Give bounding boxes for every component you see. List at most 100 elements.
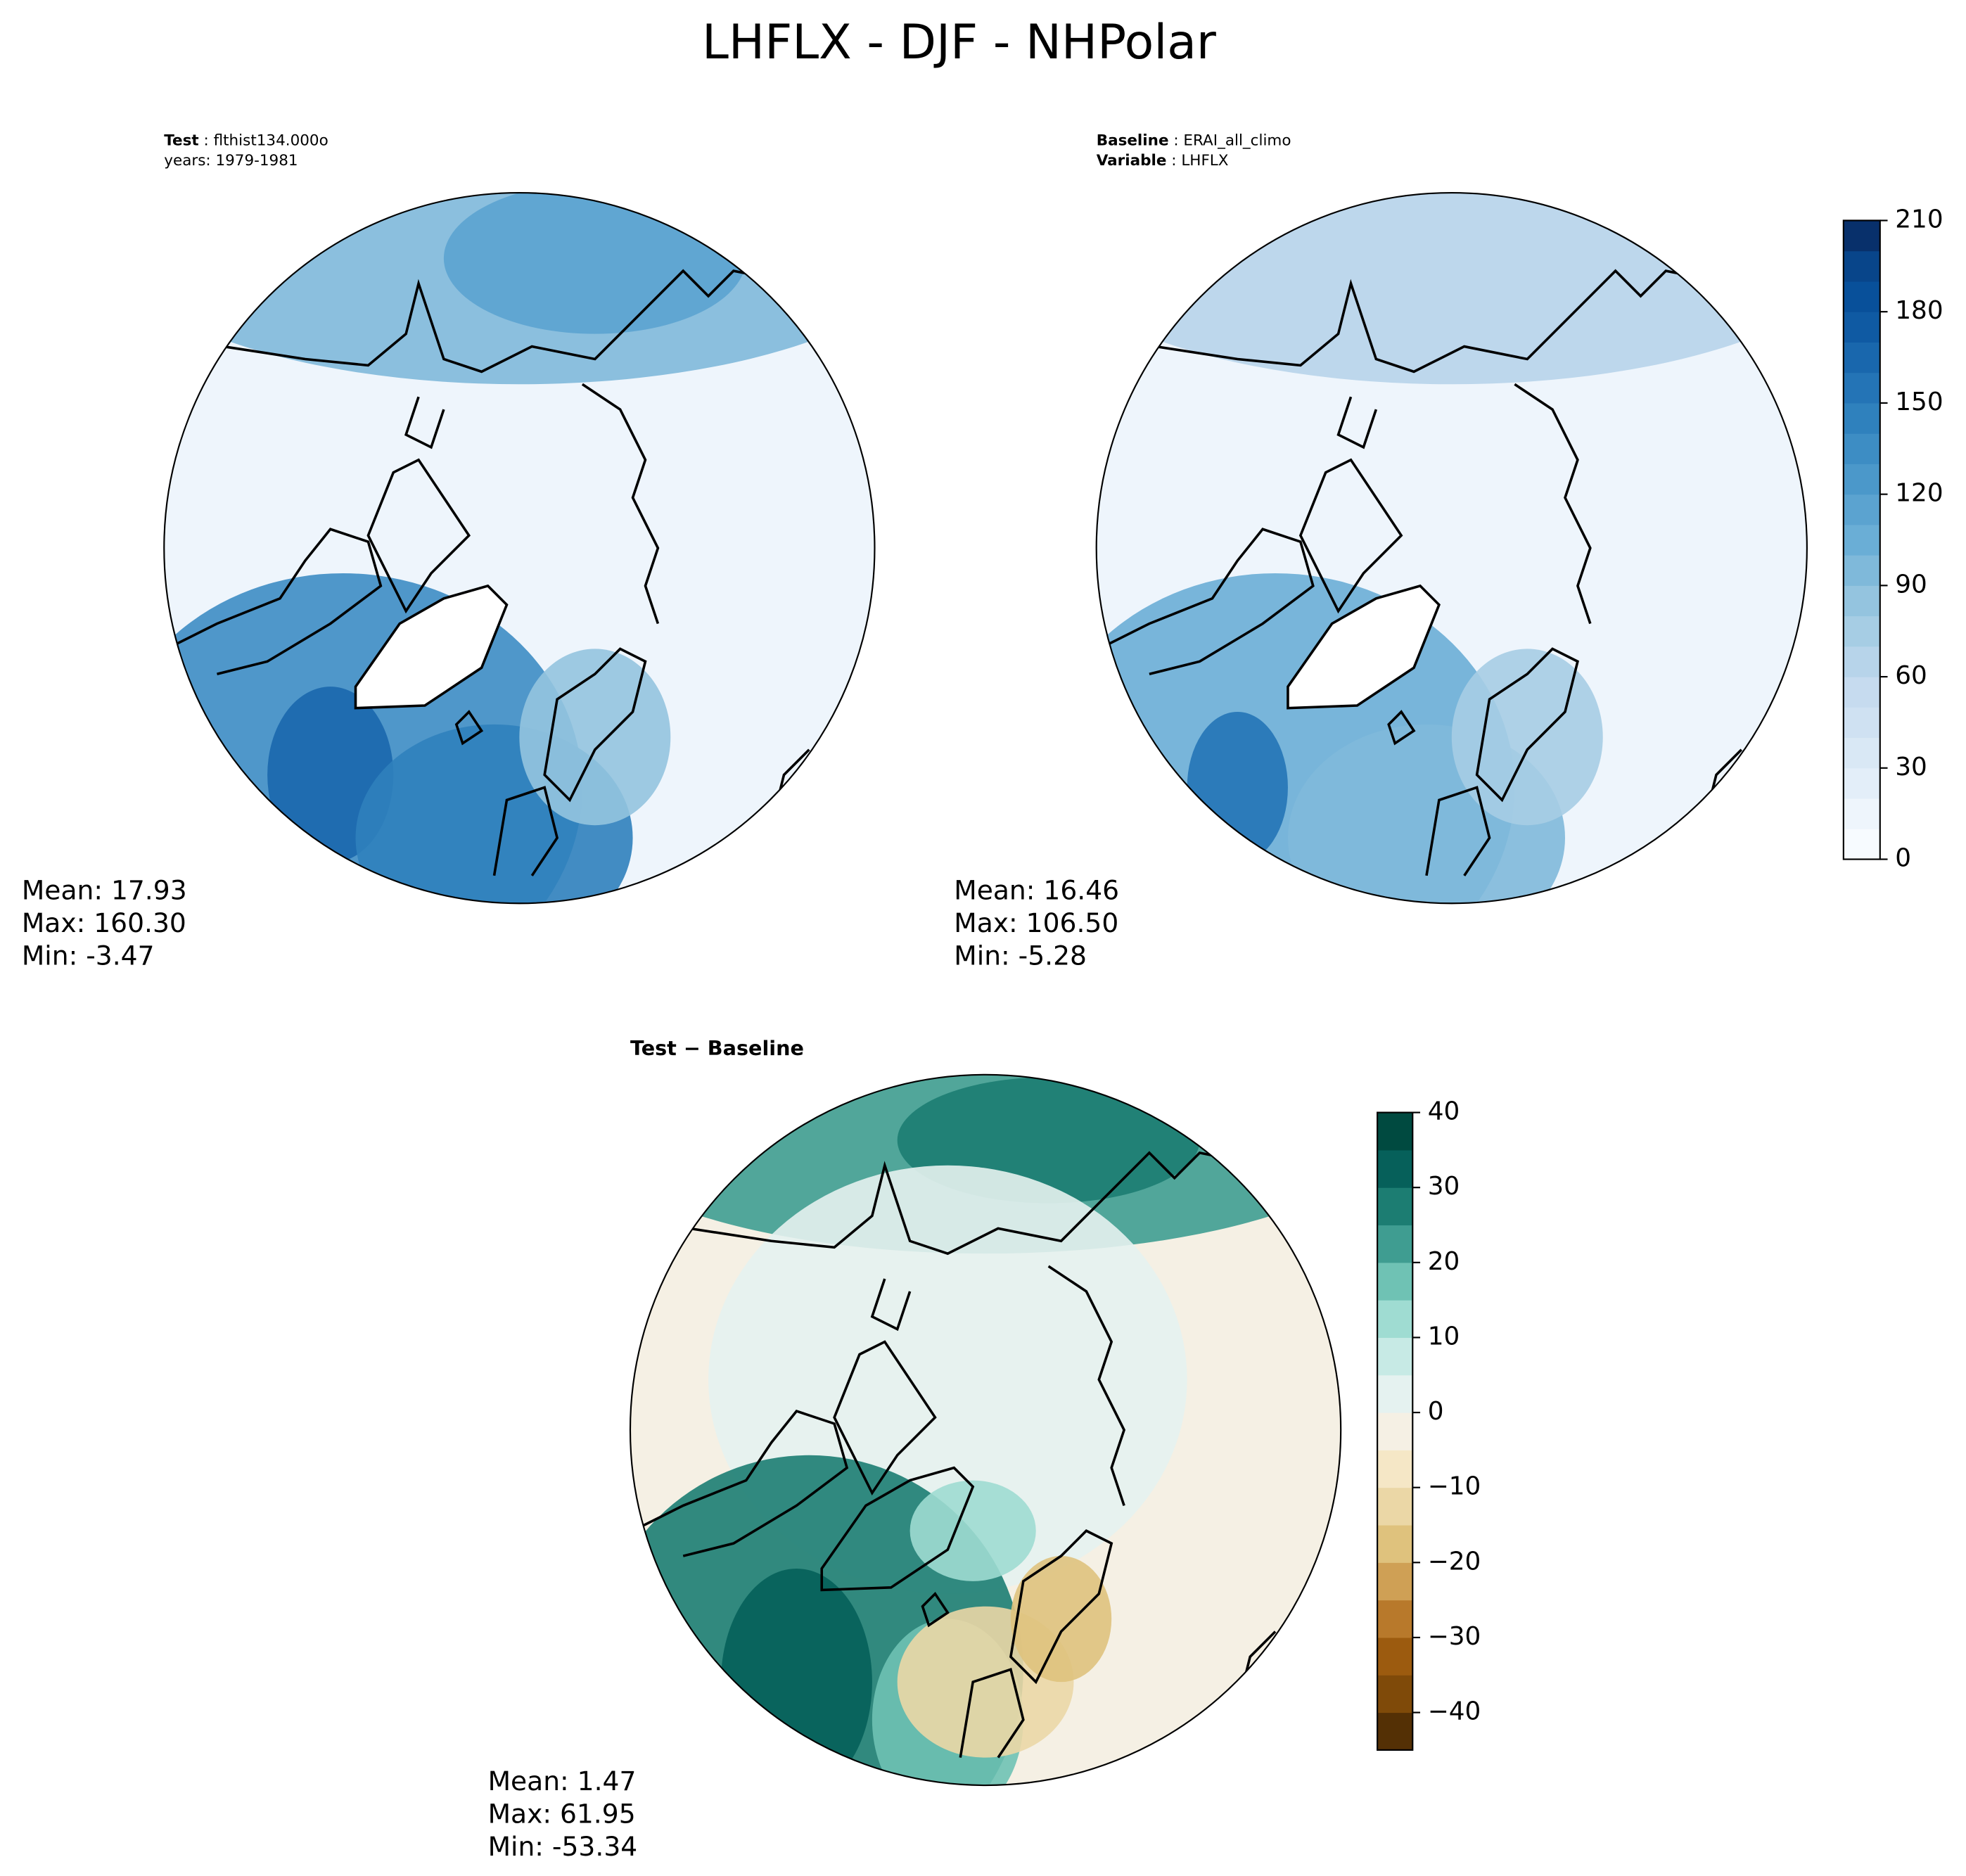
colorbar-band [1843, 250, 1880, 282]
colorbar-tick-label: 30 [1428, 1172, 1460, 1201]
colorbar-band [1843, 524, 1880, 556]
stat: Mean: 16.46 [954, 875, 1119, 906]
colorbar-band [1377, 1562, 1413, 1601]
panel-label: Variable : LHFLX [1097, 152, 1229, 170]
colorbar-band [1377, 1525, 1413, 1563]
colorbar-band [1843, 585, 1880, 617]
coastline [354, 584, 509, 710]
coastline [1514, 383, 1592, 625]
colorbar-band [1843, 707, 1880, 739]
panel-title: Test − Baseline [630, 1036, 804, 1060]
colorbar-band [1377, 1637, 1413, 1676]
colorbar-tick-label: −30 [1428, 1622, 1481, 1651]
label-text: : LHFLX [1166, 152, 1228, 170]
label-text: : ERAI_all_climo [1169, 132, 1291, 150]
coastline [1425, 786, 1491, 876]
coastline [1047, 1265, 1126, 1506]
coastline [581, 383, 660, 625]
colorbar-band [1377, 1675, 1413, 1714]
stat: Mean: 1.47 [488, 1766, 637, 1797]
land [1287, 585, 1439, 708]
colorbar-band [1843, 737, 1880, 769]
map-fill [164, 193, 875, 904]
stat: Max: 106.50 [954, 907, 1118, 938]
coastline [404, 396, 445, 449]
coastline [833, 1340, 937, 1496]
colorbar-band [1377, 1187, 1413, 1226]
coastline [1298, 458, 1403, 614]
colorbar-tick-label: 120 [1895, 479, 1943, 508]
coastline [366, 458, 471, 614]
panel-label: years: 1979-1981 [164, 152, 298, 170]
colorbar-band [1377, 1374, 1413, 1413]
colorbar-band [1843, 615, 1880, 647]
colorbar-band [1843, 281, 1880, 312]
colorbar-band [1377, 1450, 1413, 1488]
panel-label: Test : flthist134.000o [164, 132, 328, 150]
colorbar-band [1843, 342, 1880, 374]
colorbar-tick-label: 20 [1428, 1247, 1460, 1276]
colorbar-band [1843, 433, 1880, 464]
coastline [492, 786, 559, 876]
coastline [820, 1466, 975, 1592]
colorbar-tick-label: −20 [1428, 1547, 1481, 1576]
colorbar-band [1377, 1149, 1413, 1188]
colorbar-band [1377, 1337, 1413, 1376]
field-blob [519, 649, 671, 826]
colorbar-tick-label: 150 [1895, 388, 1943, 416]
colorbar-band [1843, 372, 1880, 404]
figure-title: LHFLX - DJF - NHPolar [702, 15, 1216, 70]
colorbar-band [1377, 1225, 1413, 1263]
colorbar-band [1377, 1412, 1413, 1450]
panel-label: Baseline : ERAI_all_climo [1097, 132, 1291, 150]
stat: Mean: 17.93 [22, 875, 187, 906]
coastline [959, 1667, 1025, 1759]
label-bold: Baseline [1097, 132, 1169, 150]
colorbar-tick-label: 40 [1428, 1097, 1460, 1126]
stat: Min: -3.47 [22, 940, 155, 971]
stat: Min: -53.34 [488, 1831, 638, 1862]
colorbar-band [1843, 312, 1880, 343]
coastline [1155, 269, 1698, 374]
colorbar-band [1843, 829, 1880, 860]
colorbar-band [1843, 555, 1880, 586]
stat: Min: -5.28 [954, 940, 1087, 971]
map-border [629, 1073, 1342, 1787]
colorbar-frame [1377, 1111, 1414, 1751]
coastline [1336, 396, 1378, 449]
colorbar-band [1843, 220, 1880, 252]
coastline [223, 269, 765, 374]
colorbar-frame [1842, 219, 1881, 860]
colorbar-band [1843, 464, 1880, 495]
label-bold: Variable [1097, 152, 1167, 170]
field-blob [1451, 649, 1603, 826]
colorbar-tick-label: −10 [1428, 1472, 1481, 1501]
label-text: years: 1979-1981 [164, 152, 298, 170]
coastline [870, 1278, 912, 1332]
colorbar-tick-label: 210 [1895, 205, 1943, 234]
colorbar-tick-label: 60 [1895, 661, 1927, 690]
colorbar-tick-label: 10 [1428, 1322, 1460, 1351]
coastline [632, 1409, 849, 1557]
coastline [921, 1591, 950, 1628]
colorbar-tick-label: 180 [1895, 296, 1943, 325]
label-bold: Test [164, 132, 198, 150]
coastline [166, 528, 383, 675]
colorbar-tick-label: 30 [1895, 753, 1927, 781]
colorbar-band [1377, 1112, 1413, 1151]
map-panel [163, 191, 876, 905]
coastline [689, 1151, 1232, 1256]
field-blob [1010, 1556, 1112, 1683]
colorbar-tick-label: −40 [1428, 1697, 1481, 1726]
map-border [1095, 191, 1808, 905]
field-blob [909, 1480, 1036, 1581]
stat: Max: 61.95 [488, 1799, 636, 1830]
colorbar-tick-label: 0 [1428, 1397, 1444, 1426]
coastline [454, 710, 484, 746]
colorbar-band [1843, 646, 1880, 677]
colorbar-band [1843, 402, 1880, 434]
colorbar-band [1843, 798, 1880, 829]
stat: Max: 160.30 [22, 907, 186, 938]
coastline [1475, 647, 1580, 803]
field-blob [1096, 193, 1807, 385]
